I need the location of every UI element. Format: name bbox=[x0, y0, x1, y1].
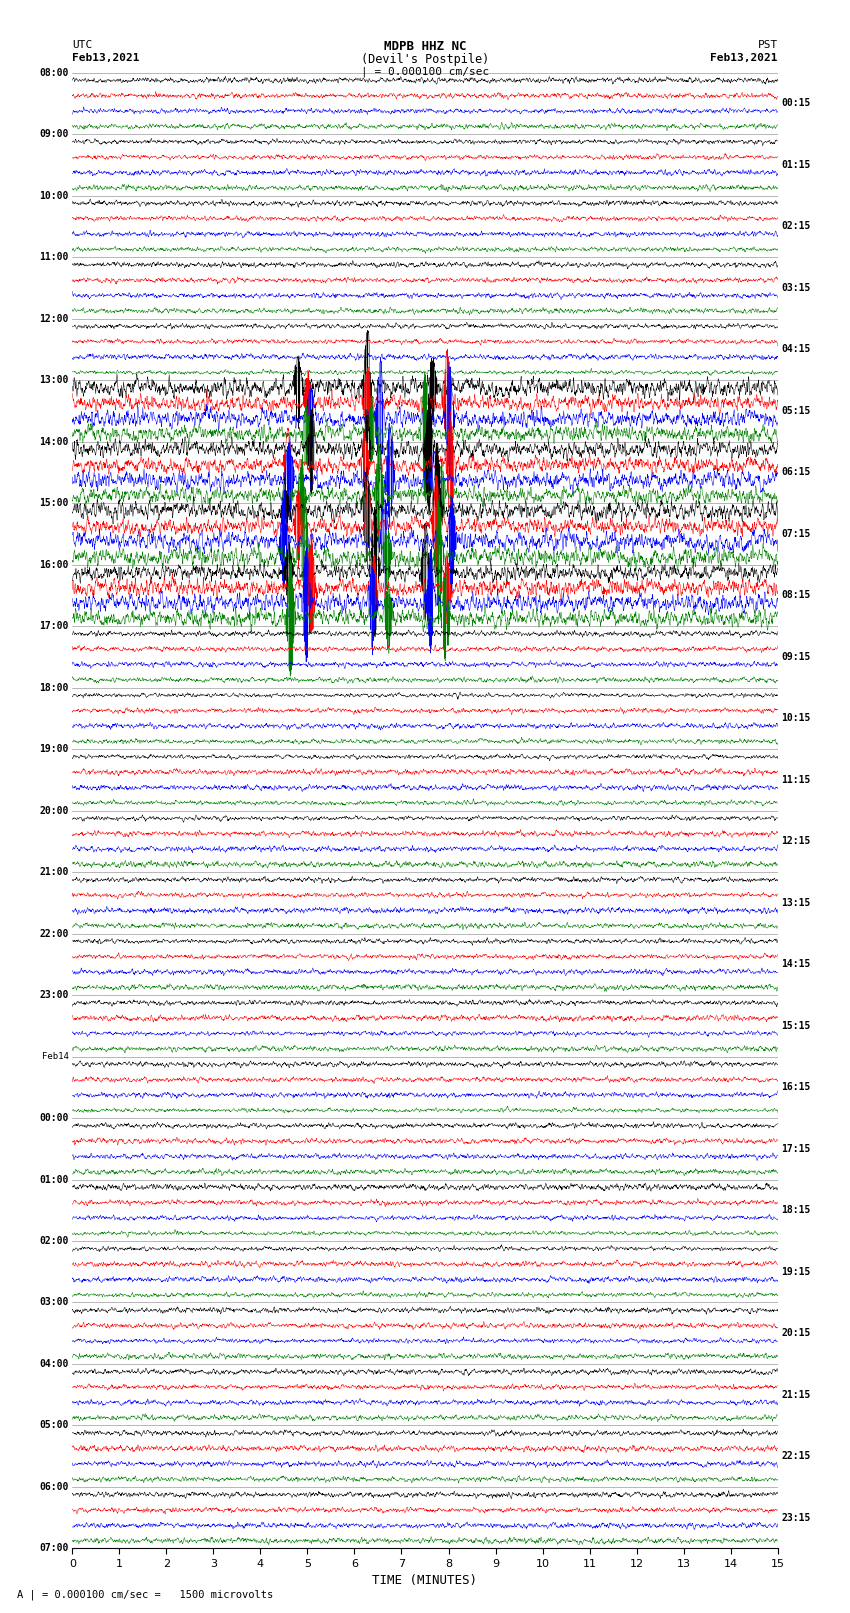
Text: 11:15: 11:15 bbox=[781, 774, 811, 786]
Text: A | = 0.000100 cm/sec =   1500 microvolts: A | = 0.000100 cm/sec = 1500 microvolts bbox=[17, 1589, 273, 1600]
Text: 20:00: 20:00 bbox=[39, 805, 69, 816]
Text: 23:00: 23:00 bbox=[39, 990, 69, 1000]
Text: (Devil's Postpile): (Devil's Postpile) bbox=[361, 53, 489, 66]
Text: 21:00: 21:00 bbox=[39, 868, 69, 877]
Text: Feb13,2021: Feb13,2021 bbox=[72, 53, 139, 63]
Text: MDPB HHZ NC: MDPB HHZ NC bbox=[383, 40, 467, 53]
Text: 10:00: 10:00 bbox=[39, 190, 69, 200]
Text: 05:15: 05:15 bbox=[781, 406, 811, 416]
Text: | = 0.000100 cm/sec: | = 0.000100 cm/sec bbox=[361, 66, 489, 77]
Text: 04:15: 04:15 bbox=[781, 344, 811, 355]
Text: 03:15: 03:15 bbox=[781, 282, 811, 294]
Text: 18:00: 18:00 bbox=[39, 682, 69, 692]
Text: 09:00: 09:00 bbox=[39, 129, 69, 139]
Text: 04:00: 04:00 bbox=[39, 1360, 69, 1369]
Text: 02:15: 02:15 bbox=[781, 221, 811, 231]
Text: 13:15: 13:15 bbox=[781, 898, 811, 908]
Text: 10:15: 10:15 bbox=[781, 713, 811, 723]
Text: 03:00: 03:00 bbox=[39, 1297, 69, 1308]
Text: 14:00: 14:00 bbox=[39, 437, 69, 447]
Text: UTC: UTC bbox=[72, 40, 93, 50]
Text: 19:00: 19:00 bbox=[39, 744, 69, 753]
Text: 15:00: 15:00 bbox=[39, 498, 69, 508]
Text: 17:15: 17:15 bbox=[781, 1144, 811, 1153]
Text: 18:15: 18:15 bbox=[781, 1205, 811, 1215]
Text: 08:15: 08:15 bbox=[781, 590, 811, 600]
Text: 14:15: 14:15 bbox=[781, 960, 811, 969]
Text: 16:15: 16:15 bbox=[781, 1082, 811, 1092]
Text: 22:15: 22:15 bbox=[781, 1452, 811, 1461]
Text: Feb13,2021: Feb13,2021 bbox=[711, 53, 778, 63]
Text: 12:00: 12:00 bbox=[39, 313, 69, 324]
Text: 07:15: 07:15 bbox=[781, 529, 811, 539]
Text: 17:00: 17:00 bbox=[39, 621, 69, 631]
Text: 20:15: 20:15 bbox=[781, 1327, 811, 1339]
Text: PST: PST bbox=[757, 40, 778, 50]
Text: 06:00: 06:00 bbox=[39, 1482, 69, 1492]
Text: 16:00: 16:00 bbox=[39, 560, 69, 569]
Text: 08:00: 08:00 bbox=[39, 68, 69, 77]
Text: 05:00: 05:00 bbox=[39, 1421, 69, 1431]
Text: Feb14: Feb14 bbox=[42, 1052, 69, 1061]
Text: 02:00: 02:00 bbox=[39, 1236, 69, 1245]
Text: 00:15: 00:15 bbox=[781, 98, 811, 108]
Text: 07:00: 07:00 bbox=[39, 1544, 69, 1553]
Text: 11:00: 11:00 bbox=[39, 252, 69, 261]
Text: 01:00: 01:00 bbox=[39, 1174, 69, 1184]
Text: 22:00: 22:00 bbox=[39, 929, 69, 939]
Text: 19:15: 19:15 bbox=[781, 1266, 811, 1277]
Text: 23:15: 23:15 bbox=[781, 1513, 811, 1523]
Text: 09:15: 09:15 bbox=[781, 652, 811, 661]
Text: 00:00: 00:00 bbox=[39, 1113, 69, 1123]
X-axis label: TIME (MINUTES): TIME (MINUTES) bbox=[372, 1574, 478, 1587]
Text: 13:00: 13:00 bbox=[39, 376, 69, 386]
Text: 21:15: 21:15 bbox=[781, 1390, 811, 1400]
Text: 01:15: 01:15 bbox=[781, 160, 811, 169]
Text: 06:15: 06:15 bbox=[781, 468, 811, 477]
Text: 15:15: 15:15 bbox=[781, 1021, 811, 1031]
Text: 12:15: 12:15 bbox=[781, 836, 811, 847]
